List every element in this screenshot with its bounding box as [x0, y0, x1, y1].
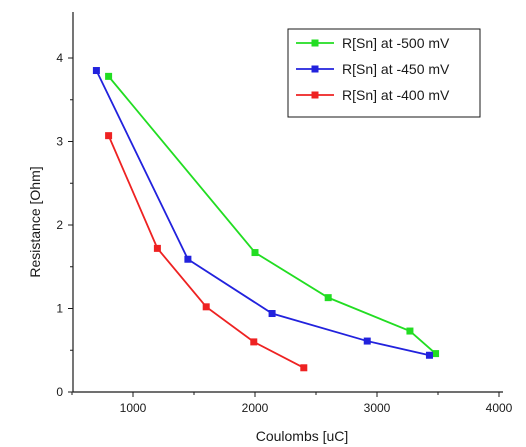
x-tick-label: 4000 — [486, 401, 513, 415]
legend-item: R[Sn] at -400 mV — [296, 87, 450, 103]
data-point — [406, 327, 414, 335]
series-3 — [105, 132, 308, 372]
data-point — [300, 364, 308, 372]
data-point — [153, 244, 161, 252]
x-ticks: 1000 2000 3000 4000 — [71, 392, 513, 415]
data-point — [432, 350, 440, 358]
data-point — [250, 338, 258, 346]
legend-swatch-marker — [311, 65, 319, 73]
series-line — [107, 135, 305, 369]
y-axis-label: Resistance [Ohm] — [27, 166, 43, 277]
legend-label: R[Sn] at -450 mV — [342, 61, 450, 77]
axes — [72, 12, 503, 393]
data-point — [92, 67, 100, 75]
legend-item: R[Sn] at -500 mV — [296, 35, 450, 51]
data-point — [251, 249, 259, 257]
legend: R[Sn] at -500 mV R[Sn] at -450 mV R[Sn] at… — [287, 28, 481, 118]
y-tick-label: 2 — [56, 218, 63, 232]
legend-label: R[Sn] at -500 mV — [342, 35, 450, 51]
legend-label: R[Sn] at -400 mV — [342, 87, 450, 103]
data-point — [105, 72, 113, 80]
data-point — [105, 132, 113, 140]
y-tick-label: 3 — [56, 135, 63, 149]
legend-swatch-marker — [311, 39, 319, 47]
x-tick-label: 2000 — [242, 401, 269, 415]
data-point — [425, 351, 433, 359]
data-point — [202, 303, 210, 311]
data-point — [184, 255, 192, 263]
y-ticks: 0 1 2 3 4 — [56, 51, 73, 399]
y-tick-label: 1 — [56, 302, 63, 316]
x-axis-label: Coulombs [uC] — [256, 428, 349, 444]
x-tick-label: 1000 — [120, 401, 147, 415]
series-1 — [105, 72, 440, 358]
legend-item: R[Sn] at -450 mV — [296, 61, 450, 77]
data-point — [324, 294, 332, 302]
x-tick-label: 3000 — [364, 401, 391, 415]
legend-swatch-marker — [311, 91, 319, 99]
data-point — [363, 337, 371, 345]
series-2 — [92, 67, 433, 359]
series-layer — [92, 67, 440, 372]
y-tick-label: 4 — [56, 51, 63, 65]
y-tick-label: 0 — [56, 385, 63, 399]
data-point — [268, 310, 276, 318]
